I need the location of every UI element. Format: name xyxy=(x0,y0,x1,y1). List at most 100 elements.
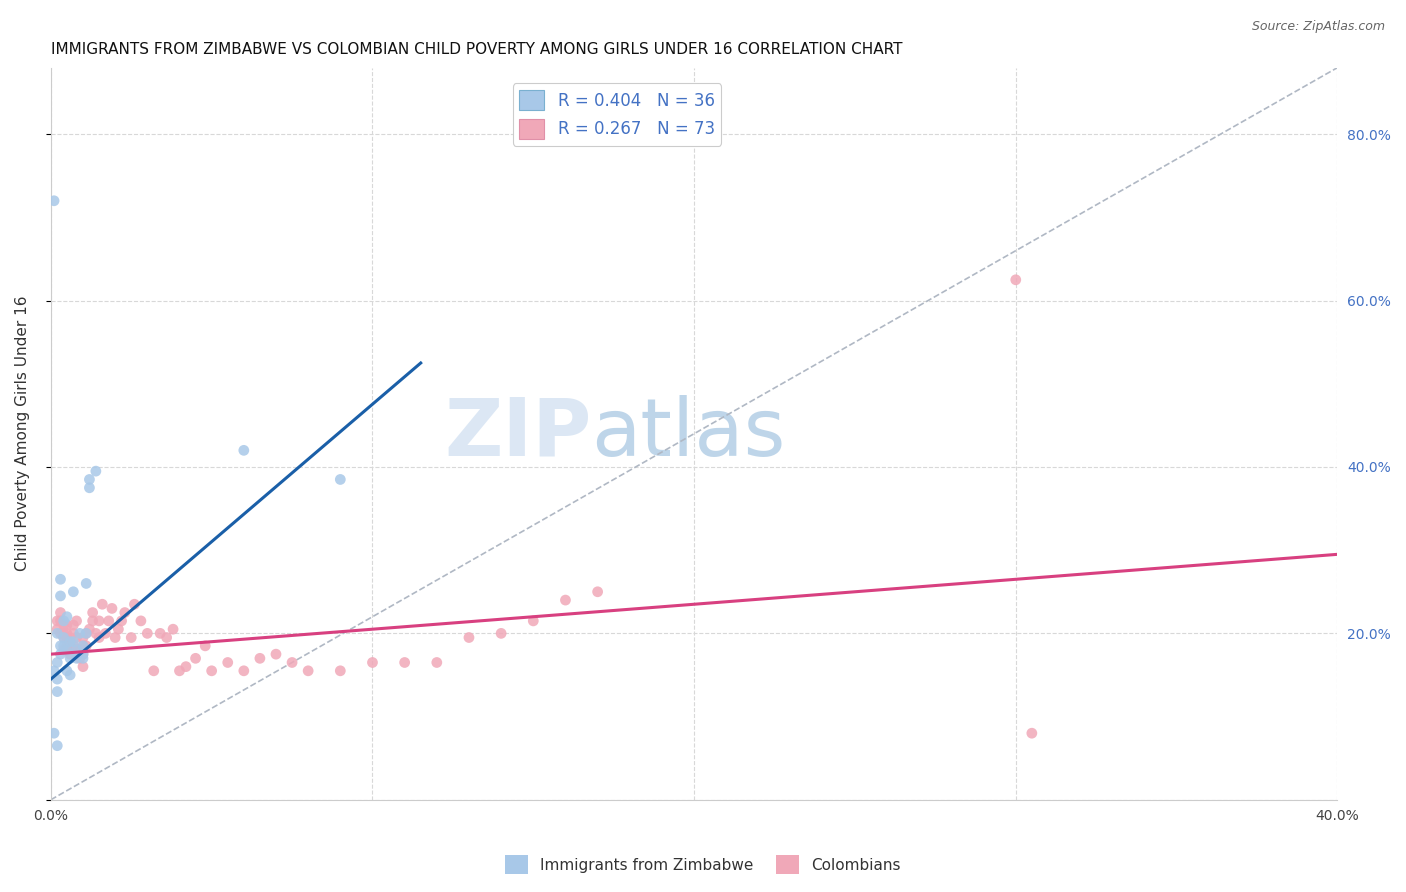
Point xyxy=(82,606,104,620)
Point xyxy=(522,614,544,628)
Point xyxy=(87,614,110,628)
Point xyxy=(46,672,69,686)
Point xyxy=(84,464,107,478)
Point xyxy=(46,656,69,670)
Point xyxy=(72,651,94,665)
Point xyxy=(72,647,94,661)
Point xyxy=(52,631,75,645)
Point xyxy=(101,601,124,615)
Point xyxy=(87,631,110,645)
Text: ZIP: ZIP xyxy=(444,394,591,473)
Point xyxy=(586,584,609,599)
Point xyxy=(94,626,117,640)
Point xyxy=(42,664,65,678)
Point xyxy=(75,626,97,640)
Point xyxy=(59,634,82,648)
Point xyxy=(62,618,84,632)
Point xyxy=(42,726,65,740)
Point xyxy=(554,593,576,607)
Point xyxy=(79,622,101,636)
Point xyxy=(56,643,79,657)
Point xyxy=(52,626,75,640)
Point xyxy=(59,634,82,648)
Point xyxy=(52,643,75,657)
Point xyxy=(169,664,191,678)
Point xyxy=(174,659,197,673)
Point xyxy=(149,626,172,640)
Point xyxy=(110,614,132,628)
Point xyxy=(46,626,69,640)
Point xyxy=(124,597,146,611)
Point xyxy=(52,639,75,653)
Point xyxy=(59,639,82,653)
Point xyxy=(69,643,91,657)
Point xyxy=(62,634,84,648)
Point xyxy=(62,639,84,653)
Point xyxy=(49,626,72,640)
Point xyxy=(56,609,79,624)
Legend: R = 0.404   N = 36, R = 0.267   N = 73: R = 0.404 N = 36, R = 0.267 N = 73 xyxy=(513,83,721,145)
Point xyxy=(120,631,142,645)
Point xyxy=(361,656,384,670)
Point xyxy=(42,194,65,208)
Point xyxy=(232,664,254,678)
Point xyxy=(75,576,97,591)
Point xyxy=(104,631,127,645)
Point xyxy=(56,631,79,645)
Point xyxy=(184,651,207,665)
Point xyxy=(62,626,84,640)
Point xyxy=(217,656,239,670)
Point xyxy=(46,739,69,753)
Point xyxy=(75,626,97,640)
Point xyxy=(79,473,101,487)
Point xyxy=(65,631,87,645)
Point xyxy=(297,664,319,678)
Point xyxy=(91,597,114,611)
Point xyxy=(65,651,87,665)
Point xyxy=(201,664,224,678)
Point xyxy=(46,614,69,628)
Legend: Immigrants from Zimbabwe, Colombians: Immigrants from Zimbabwe, Colombians xyxy=(499,849,907,880)
Text: Source: ZipAtlas.com: Source: ZipAtlas.com xyxy=(1251,20,1385,33)
Point xyxy=(194,639,217,653)
Point xyxy=(52,631,75,645)
Y-axis label: Child Poverty Among Girls Under 16: Child Poverty Among Girls Under 16 xyxy=(15,296,30,572)
Point xyxy=(156,631,179,645)
Point xyxy=(56,664,79,678)
Point xyxy=(72,639,94,653)
Point xyxy=(56,618,79,632)
Point xyxy=(56,626,79,640)
Point xyxy=(69,626,91,640)
Point xyxy=(72,659,94,673)
Point xyxy=(75,639,97,653)
Point xyxy=(394,656,416,670)
Point xyxy=(52,614,75,628)
Point xyxy=(114,606,136,620)
Point xyxy=(49,572,72,586)
Point xyxy=(59,647,82,661)
Point xyxy=(1021,726,1043,740)
Point xyxy=(49,589,72,603)
Point xyxy=(79,481,101,495)
Point xyxy=(46,684,69,698)
Point xyxy=(136,626,159,640)
Point xyxy=(264,647,287,661)
Point xyxy=(72,647,94,661)
Point xyxy=(107,622,129,636)
Point xyxy=(49,639,72,653)
Point xyxy=(72,639,94,653)
Point xyxy=(129,614,152,628)
Point xyxy=(62,584,84,599)
Point xyxy=(49,606,72,620)
Point xyxy=(1004,273,1026,287)
Point xyxy=(458,631,481,645)
Point xyxy=(72,631,94,645)
Point xyxy=(65,643,87,657)
Text: atlas: atlas xyxy=(591,394,786,473)
Point xyxy=(46,622,69,636)
Point xyxy=(489,626,512,640)
Point xyxy=(65,614,87,628)
Text: IMMIGRANTS FROM ZIMBABWE VS COLOMBIAN CHILD POVERTY AMONG GIRLS UNDER 16 CORRELA: IMMIGRANTS FROM ZIMBABWE VS COLOMBIAN CH… xyxy=(51,42,903,57)
Point xyxy=(84,626,107,640)
Point xyxy=(97,614,120,628)
